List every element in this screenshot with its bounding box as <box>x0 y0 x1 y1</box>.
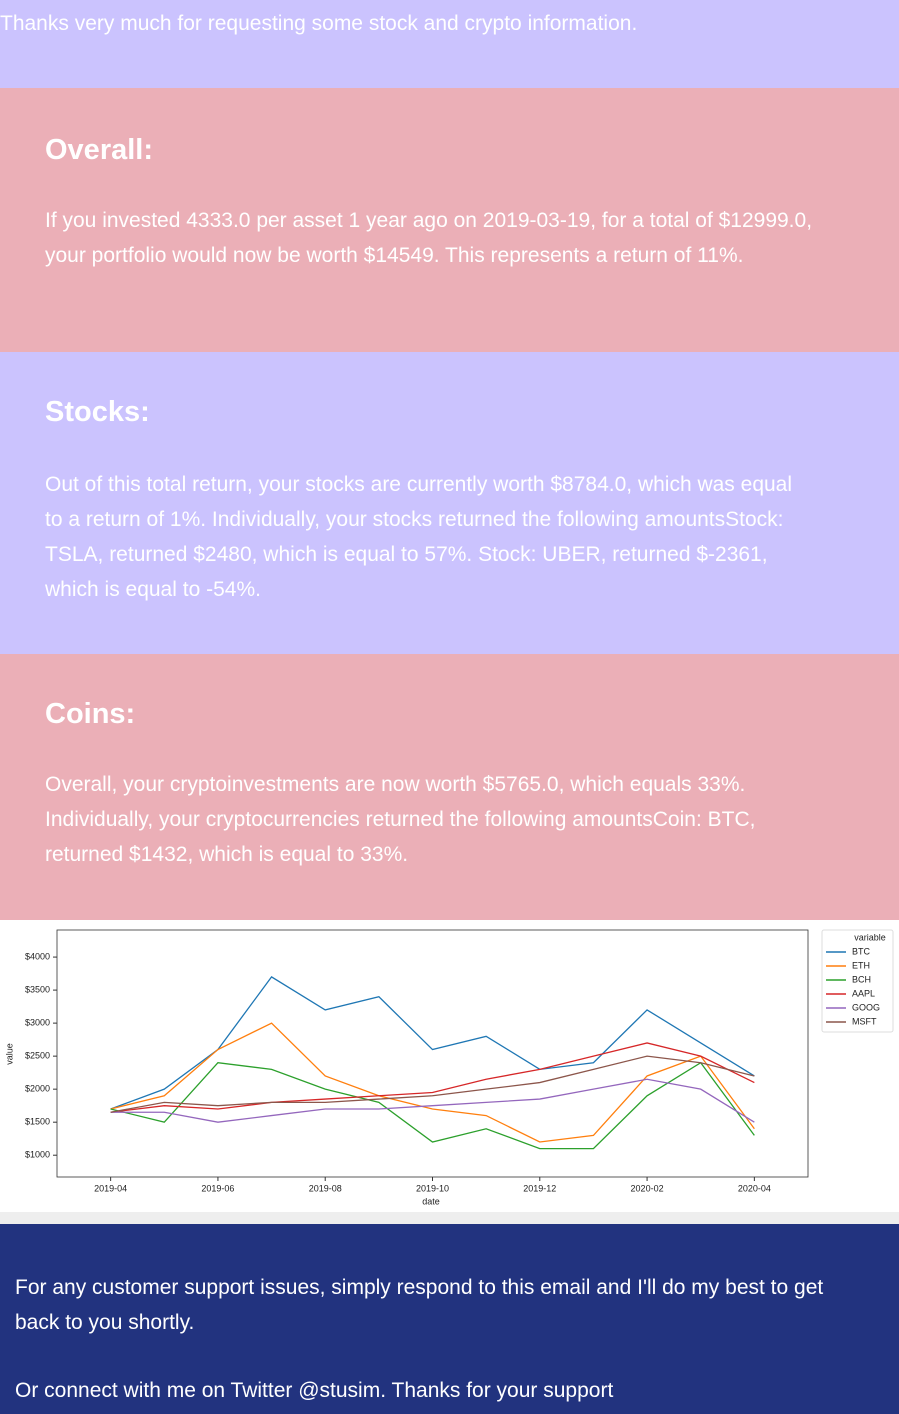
series-line <box>110 1078 755 1123</box>
section-heading: Stocks: <box>45 396 150 428</box>
y-tick-label: $1500 <box>25 1117 50 1127</box>
y-tick-label: $4000 <box>25 951 50 961</box>
intro: Thanks very much for requesting some sto… <box>0 0 899 88</box>
series-line <box>110 1055 755 1113</box>
twitter-text: Or connect with me on Twitter @stusim. T… <box>15 1379 614 1402</box>
x-tick-label: 2019-06 <box>201 1183 234 1193</box>
legend-label: AAPL <box>852 988 875 998</box>
legend-label: GOOG <box>852 1002 880 1012</box>
legend-label: ETH <box>852 960 870 970</box>
section-heading: Coins: <box>45 698 136 730</box>
y-tick-label: $3500 <box>25 984 50 994</box>
legend-label: BTC <box>852 946 871 956</box>
x-tick-label: 2020-02 <box>631 1183 664 1193</box>
series-line <box>110 1042 755 1113</box>
legend-box <box>821 929 894 1033</box>
footer: For any customer support issues, simply … <box>0 1224 899 1414</box>
overall-section: Overall: If you invested 4333.0 per asse… <box>0 88 899 352</box>
support-text: For any customer support issues, simply … <box>15 1276 824 1334</box>
x-tick-label: 2019-04 <box>94 1183 127 1193</box>
section-body: If you invested 4333.0 per asset 1 year … <box>45 209 813 267</box>
x-tick-label: 2019-10 <box>416 1183 449 1193</box>
x-tick-label: 2019-08 <box>309 1183 342 1193</box>
chart: date value $1000 $1500 $2000 $2500 $3000 $350… <box>0 920 899 1212</box>
y-tick-label: $2500 <box>25 1051 50 1061</box>
legend-label: BCH <box>852 974 871 984</box>
y-tick-label: $3000 <box>25 1017 50 1027</box>
legend-title: variable <box>854 932 886 942</box>
plot-frame <box>56 929 809 1178</box>
x-tick-label: 2019-12 <box>523 1183 556 1193</box>
coins-section: Coins: Overall, your cryptoinvestments a… <box>0 654 899 920</box>
series-line <box>110 1022 755 1143</box>
y-axis-label: value <box>4 1043 14 1065</box>
section-body: Overall, your cryptoinvestments are now … <box>45 773 756 866</box>
y-tick-label: $1000 <box>25 1150 50 1160</box>
y-tick-label: $2000 <box>25 1084 50 1094</box>
x-axis-label: date <box>422 1196 440 1206</box>
x-tick-label: 2020-04 <box>738 1183 771 1193</box>
stocks-section: Stocks: Out of this total return, your s… <box>0 352 899 654</box>
legend-label: MSFT <box>852 1016 877 1026</box>
section-body: Out of this total return, your stocks ar… <box>45 473 793 601</box>
series-line <box>110 1061 755 1150</box>
spacer <box>0 1212 899 1224</box>
section-heading: Overall: <box>45 134 153 166</box>
